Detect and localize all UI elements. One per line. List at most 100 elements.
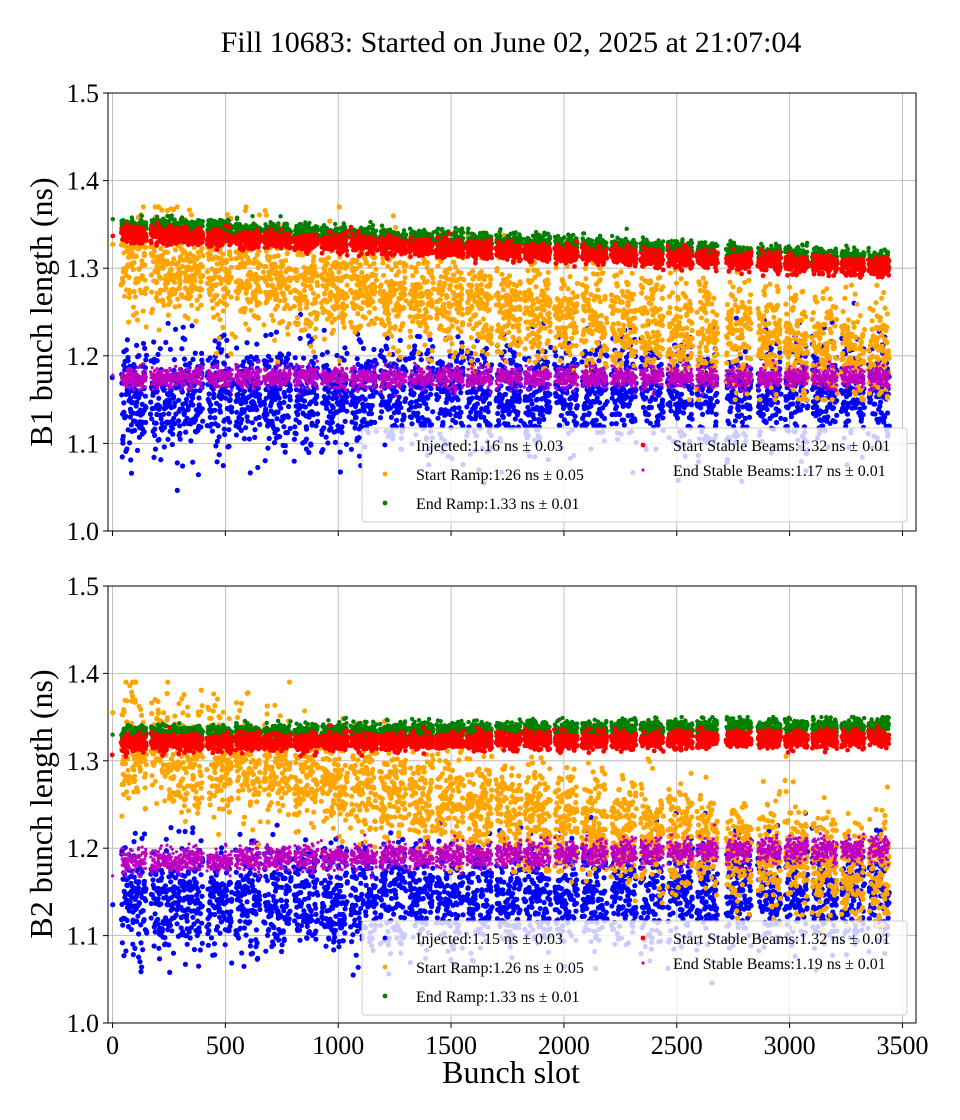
data-point <box>598 349 604 355</box>
data-point <box>252 427 258 433</box>
data-point <box>632 326 639 332</box>
data-point <box>200 253 206 259</box>
data-point <box>597 298 603 305</box>
data-point <box>453 419 459 426</box>
data-point <box>457 414 463 420</box>
data-point <box>152 432 158 438</box>
data-point <box>618 269 624 275</box>
data-point <box>301 355 307 361</box>
data-point <box>263 212 269 218</box>
data-point <box>500 414 506 420</box>
data-point <box>228 274 234 280</box>
data-point <box>518 339 524 345</box>
data-point <box>417 403 423 409</box>
data-point <box>217 409 223 415</box>
data-point <box>256 300 263 306</box>
data-point <box>589 331 595 337</box>
data-point <box>313 400 319 407</box>
data-point <box>301 398 308 404</box>
data-point <box>269 312 275 318</box>
data-point <box>343 441 350 447</box>
data-point <box>188 438 194 444</box>
data-point <box>604 399 610 405</box>
data-point <box>379 394 385 400</box>
data-point <box>614 272 620 278</box>
data-point <box>190 356 196 362</box>
data-point <box>604 319 610 326</box>
data-point <box>688 402 695 408</box>
data-point <box>306 449 312 456</box>
data-point <box>510 358 516 364</box>
data-point <box>325 440 331 446</box>
data-point <box>435 263 441 269</box>
data-point <box>304 301 310 307</box>
data-point <box>291 436 297 442</box>
data-point <box>358 339 364 345</box>
data-point <box>151 454 157 460</box>
data-point <box>264 359 270 365</box>
data-point <box>308 442 314 448</box>
data-point <box>475 357 481 363</box>
data-point <box>256 248 262 254</box>
data-point <box>226 249 233 255</box>
data-point <box>609 292 615 298</box>
data-point <box>395 312 401 318</box>
data-point <box>412 343 418 349</box>
data-point <box>225 288 231 295</box>
data-point <box>449 341 455 347</box>
data-point <box>344 350 350 356</box>
data-point <box>388 414 394 420</box>
data-point <box>668 408 674 414</box>
data-point <box>206 391 212 397</box>
data-point <box>732 418 739 424</box>
data-point <box>531 416 537 422</box>
data-point <box>517 306 523 312</box>
data-point <box>428 422 435 428</box>
data-point <box>776 408 782 414</box>
data-point <box>658 361 664 367</box>
data-point <box>410 355 416 361</box>
data-point <box>660 415 666 421</box>
data-point <box>378 282 384 288</box>
data-point <box>207 252 213 258</box>
data-point <box>564 420 570 426</box>
data-point <box>558 413 564 419</box>
data-point <box>545 338 551 344</box>
data-point <box>143 324 149 330</box>
data-point <box>271 337 278 343</box>
data-point <box>279 318 285 324</box>
data-point <box>746 414 753 420</box>
data-point <box>390 345 396 351</box>
data-point <box>330 327 336 333</box>
data-point <box>573 343 579 349</box>
data-point <box>192 278 198 284</box>
data-point <box>156 395 162 401</box>
data-point <box>557 357 563 363</box>
data-point <box>472 273 478 279</box>
data-point <box>499 271 505 277</box>
data-point <box>174 204 180 210</box>
data-point <box>247 284 253 290</box>
data-point <box>558 303 565 309</box>
data-point <box>301 287 307 293</box>
data-point <box>303 426 310 432</box>
data-point <box>602 296 608 302</box>
data-point <box>778 391 784 397</box>
data-point <box>397 354 403 360</box>
data-point <box>386 320 392 326</box>
data-point <box>450 354 457 360</box>
data-point <box>625 301 631 307</box>
data-point <box>184 415 190 421</box>
data-point <box>469 395 475 401</box>
data-point <box>126 391 132 397</box>
data-point <box>315 293 321 299</box>
data-point <box>709 409 715 415</box>
data-point <box>660 409 666 415</box>
data-point <box>174 460 180 466</box>
data-point <box>454 319 460 325</box>
data-point <box>341 357 347 363</box>
data-point <box>180 324 186 330</box>
data-point <box>473 312 479 318</box>
data-point <box>572 413 578 419</box>
data-point <box>188 212 194 218</box>
